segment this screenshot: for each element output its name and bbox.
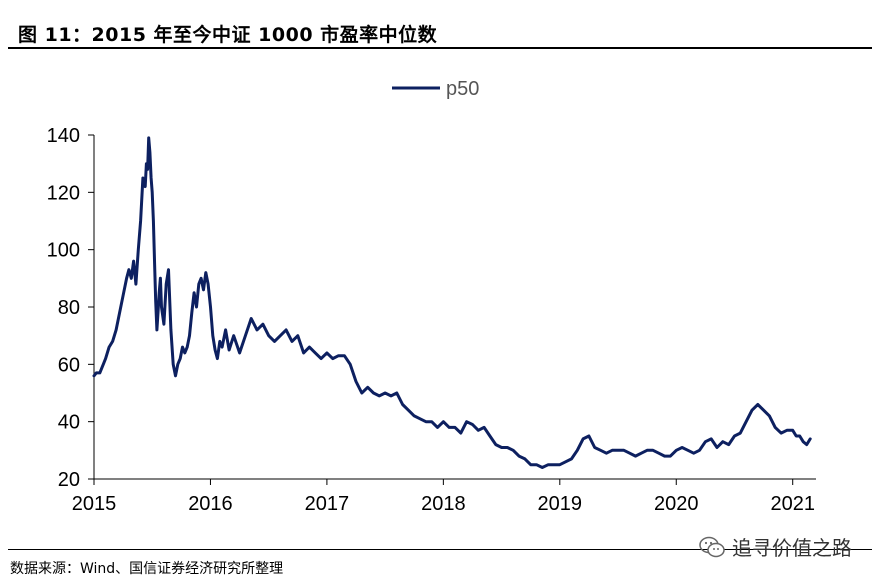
y-tick-label: 120 xyxy=(47,182,80,204)
x-tick-label: 2020 xyxy=(654,493,699,515)
x-tick-label: 2017 xyxy=(305,493,350,515)
pe-median-line-chart: 20 40 60 80 100 120 140 2015 2016 2017 2018 2019 202… xyxy=(47,78,816,515)
title-bar: 图 11：2015 年至今中证 1000 市盈率中位数 xyxy=(0,0,880,50)
watermark-text: 追寻价值之路 xyxy=(732,536,852,560)
x-tick-label: 2019 xyxy=(538,493,583,515)
wechat-icon xyxy=(699,536,725,557)
y-tick-label: 40 xyxy=(58,412,80,434)
y-tick-label: 80 xyxy=(58,297,80,319)
y-tick-label: 20 xyxy=(58,469,80,491)
series-line-p50 xyxy=(92,136,812,469)
x-tick-label: 2015 xyxy=(72,493,117,515)
footer-rule xyxy=(8,549,872,550)
y-tick-label: 100 xyxy=(47,240,80,262)
y-tick-label: 60 xyxy=(58,354,80,376)
x-tick-label: 2016 xyxy=(188,493,233,515)
watermark: 追寻价值之路 xyxy=(698,532,852,561)
x-tick-label: 2021 xyxy=(770,493,815,515)
page-title: 图 11：2015 年至今中证 1000 市盈率中位数 xyxy=(18,24,438,46)
legend-label: p50 xyxy=(446,78,479,100)
source-note: 数据来源：Wind、国信证券经济研究所整理 xyxy=(10,561,284,577)
x-tick-label: 2018 xyxy=(421,493,466,515)
y-tick-label: 140 xyxy=(47,125,80,147)
title-rule xyxy=(8,47,872,49)
